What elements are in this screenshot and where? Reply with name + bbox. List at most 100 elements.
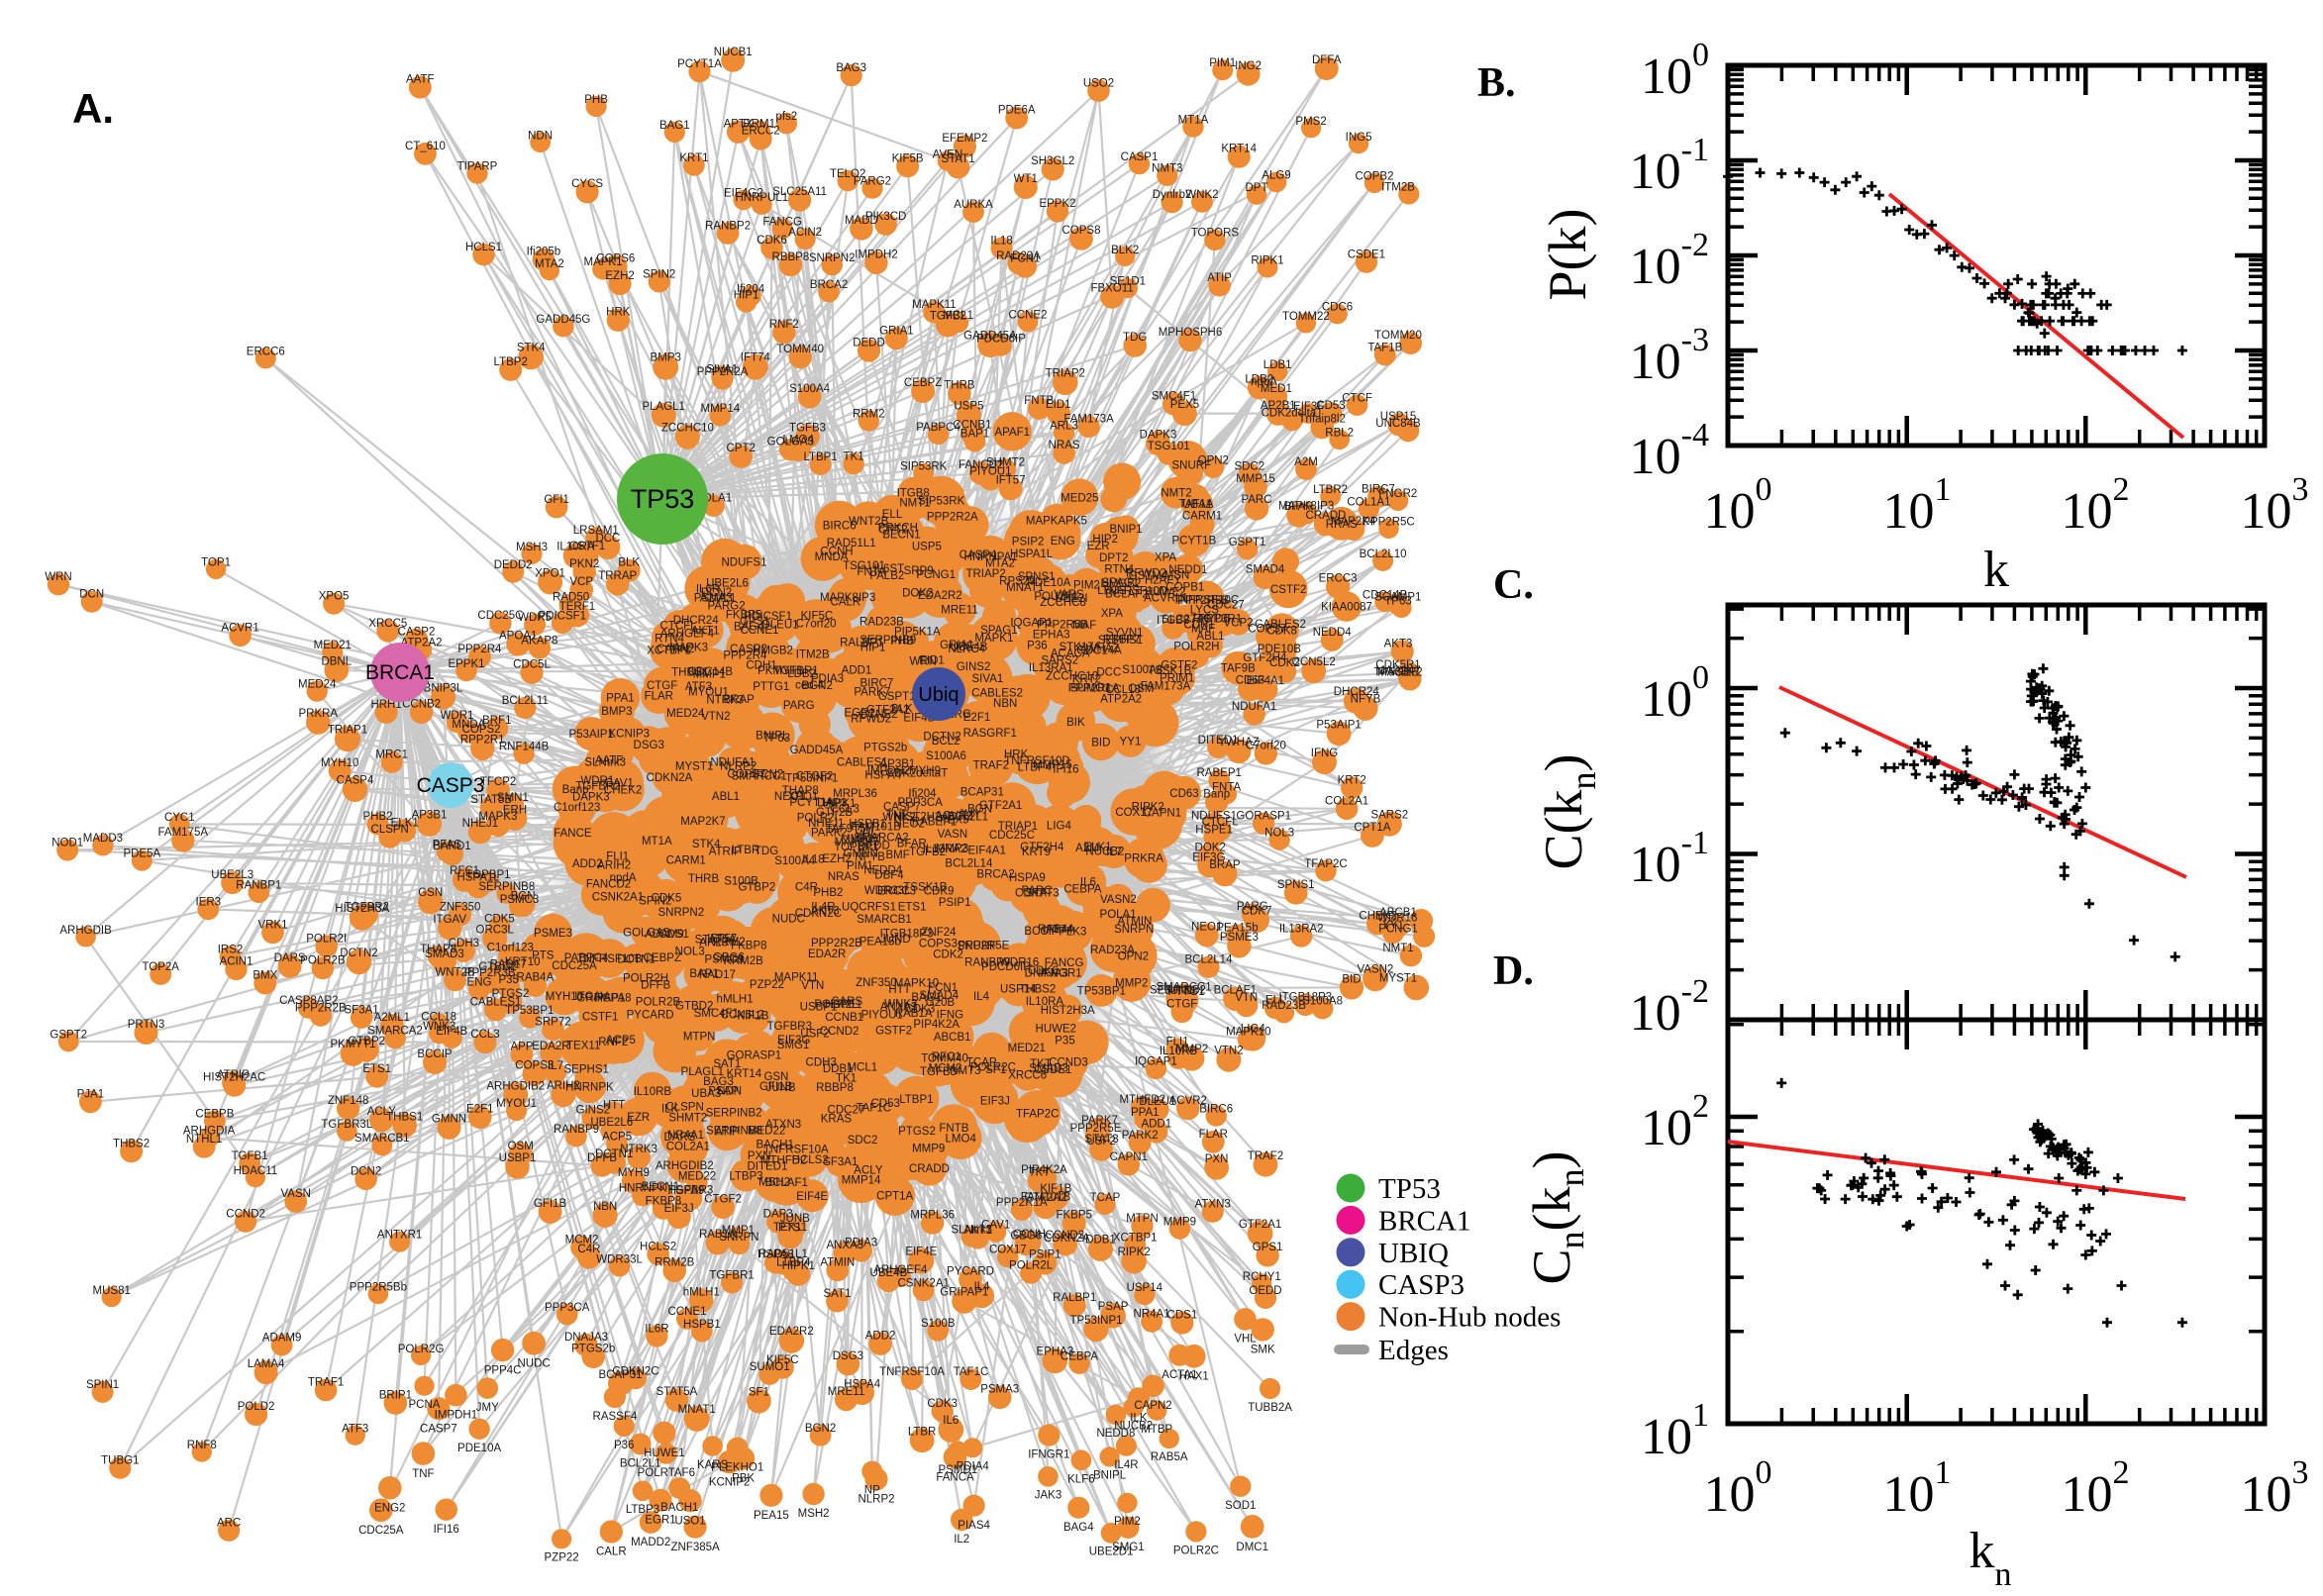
svg-text:PSIP2: PSIP2: [1012, 536, 1045, 548]
svg-text:DFFA: DFFA: [1312, 54, 1342, 66]
svg-text:CAPN1: CAPN1: [1110, 1151, 1148, 1163]
svg-text:OSM: OSM: [508, 1141, 534, 1152]
svg-text:MMP15: MMP15: [1236, 473, 1275, 485]
svg-text:G20B: G20B: [926, 997, 956, 1009]
svg-text:LTBP1: LTBP1: [803, 451, 837, 463]
svg-text:CD53: CD53: [870, 1098, 899, 1110]
svg-text:CDC6: CDC6: [1322, 302, 1353, 314]
svg-text:SNURF: SNURF: [958, 941, 997, 952]
svg-text:NLRC4: NLRC4: [948, 644, 985, 655]
svg-text:SCAMP1: SCAMP1: [1374, 592, 1421, 604]
svg-text:hMLH1: hMLH1: [683, 1286, 720, 1298]
svg-text:LTBP4: LTBP4: [1018, 761, 1053, 773]
svg-text:BRIP1: BRIP1: [379, 1389, 412, 1401]
svg-text:GSTF2: GSTF2: [875, 1026, 912, 1038]
svg-text:HNRNPK: HNRNPK: [619, 1183, 667, 1195]
svg-text:CASP7: CASP7: [420, 1423, 457, 1435]
svg-text:CEBPZ: CEBPZ: [644, 952, 681, 964]
svg-text:BRCA2: BRCA2: [976, 869, 1014, 881]
svg-text:NMT3: NMT3: [1152, 163, 1182, 175]
svg-text:VCP: VCP: [569, 576, 593, 588]
svg-text:ZNF148: ZNF148: [328, 1095, 369, 1107]
svg-text:ITGB18P3: ITGB18P3: [1278, 992, 1332, 1004]
svg-text:EPHA3: EPHA3: [1037, 1347, 1074, 1358]
svg-text:MED24: MED24: [666, 708, 705, 720]
svg-text:PCNG1: PCNG1: [1378, 924, 1418, 936]
svg-text:DDB1: DDB1: [1085, 1235, 1116, 1247]
svg-text:MRE11: MRE11: [941, 605, 978, 617]
svg-text:CSTF2: CSTF2: [1270, 584, 1306, 596]
svg-text:EDA2R2: EDA2R2: [769, 1326, 814, 1338]
svg-text:UBIQ: UBIQ: [1378, 1238, 1449, 1269]
svg-text:HTT: HTT: [603, 1100, 625, 1112]
svg-text:WT1: WT1: [1014, 173, 1038, 185]
svg-text:PKN2: PKN2: [569, 558, 599, 570]
svg-text:IER3: IER3: [196, 896, 222, 908]
svg-text:GORASP1: GORASP1: [1236, 811, 1291, 823]
svg-text:CAPN2: CAPN2: [656, 644, 694, 655]
svg-text:C1orf123: C1orf123: [554, 802, 600, 814]
svg-text:SMARCA2: SMARCA2: [367, 1026, 423, 1038]
svg-text:ACVRL1: ACVRL1: [1144, 592, 1188, 604]
svg-text:IMPDH2: IMPDH2: [855, 249, 897, 261]
svg-text:CCL3: CCL3: [830, 804, 858, 816]
svg-text:CALR: CALR: [831, 597, 861, 609]
svg-text:EZH2: EZH2: [605, 270, 634, 282]
svg-text:ced-4: ced-4: [795, 680, 824, 692]
svg-text:HSPA1L: HSPA1L: [1010, 549, 1054, 560]
svg-text:PMS2: PMS2: [1295, 116, 1326, 128]
svg-text:CCL3: CCL3: [470, 1029, 499, 1041]
svg-text:TRAF2: TRAF2: [973, 760, 1009, 772]
svg-text:BFAR: BFAR: [1284, 501, 1314, 513]
svg-text:FLAR: FLAR: [1199, 1129, 1228, 1141]
svg-text:AKT1: AKT1: [963, 1225, 992, 1237]
svg-text:BFAR: BFAR: [897, 839, 927, 850]
svg-text:KRT1: KRT1: [679, 152, 708, 164]
svg-text:RPS29: RPS29: [999, 576, 1035, 588]
svg-text:GTF2A1: GTF2A1: [979, 800, 1022, 812]
svg-text:LTBR: LTBR: [908, 1426, 937, 1438]
svg-text:JMY: JMY: [476, 1402, 499, 1414]
svg-text:MAF: MAF: [1191, 623, 1215, 635]
svg-text:SMARCB1: SMARCB1: [354, 1133, 410, 1145]
svg-text:TUBG1: TUBG1: [101, 1455, 139, 1467]
svg-text:PPP2R2B: PPP2R2B: [811, 938, 862, 949]
svg-text:CDC25A: CDC25A: [552, 960, 597, 972]
svg-text:DARS: DARS: [274, 952, 306, 964]
svg-text:DFFB: DFFB: [641, 980, 670, 992]
svg-text:POLRTAF6: POLRTAF6: [638, 1467, 695, 1479]
svg-text:GSN: GSN: [763, 1071, 788, 1083]
svg-text:PDE5A: PDE5A: [123, 848, 160, 860]
svg-text:BACH1: BACH1: [660, 1502, 698, 1514]
svg-text:Dynlrb2: Dynlrb2: [1153, 189, 1192, 201]
svg-text:npdA: npdA: [610, 872, 637, 884]
svg-text:BNIPL: BNIPL: [1093, 1470, 1127, 1482]
svg-text:NFYB: NFYB: [1351, 694, 1381, 706]
svg-text:PIM2: PIM2: [1073, 579, 1100, 591]
svg-text:Edges: Edges: [1378, 1335, 1449, 1366]
svg-text:CCND2: CCND2: [226, 1209, 265, 1221]
svg-text:NOL3: NOL3: [1264, 827, 1294, 839]
svg-text:IL10RB: IL10RB: [634, 1086, 672, 1098]
svg-text:BCL2L10: BCL2L10: [1360, 549, 1407, 560]
svg-text:ATRIP: ATRIP: [217, 1069, 250, 1081]
svg-text:TEX11: TEX11: [566, 1041, 600, 1052]
svg-text:MAP3K5: MAP3K5: [835, 837, 879, 848]
svg-text:COL2A1: COL2A1: [1325, 796, 1368, 808]
svg-text:TGFBR2: TGFBR2: [345, 901, 389, 913]
svg-text:MMP14: MMP14: [842, 1175, 881, 1187]
svg-text:MNAT1: MNAT1: [678, 1404, 716, 1416]
svg-text:GTBD2: GTBD2: [675, 1000, 713, 1012]
svg-text:ITGB18P3: ITGB18P3: [880, 928, 934, 940]
svg-text:PARC: PARC: [1241, 494, 1271, 506]
svg-text:GADD45A: GADD45A: [790, 745, 844, 756]
svg-text:ILK: ILK: [1130, 1412, 1148, 1424]
svg-text:RNF8: RNF8: [187, 1440, 217, 1451]
svg-text:PLK3: PLK3: [1059, 927, 1086, 939]
svg-text:PEA15: PEA15: [754, 1510, 789, 1522]
svg-text:CPT1A: CPT1A: [876, 1191, 913, 1203]
svg-text:NUDC: NUDC: [772, 914, 805, 926]
svg-text:CTGF: CTGF: [1166, 999, 1197, 1011]
svg-text:DPT: DPT: [1246, 182, 1268, 194]
svg-text:PPA1: PPA1: [606, 693, 635, 705]
